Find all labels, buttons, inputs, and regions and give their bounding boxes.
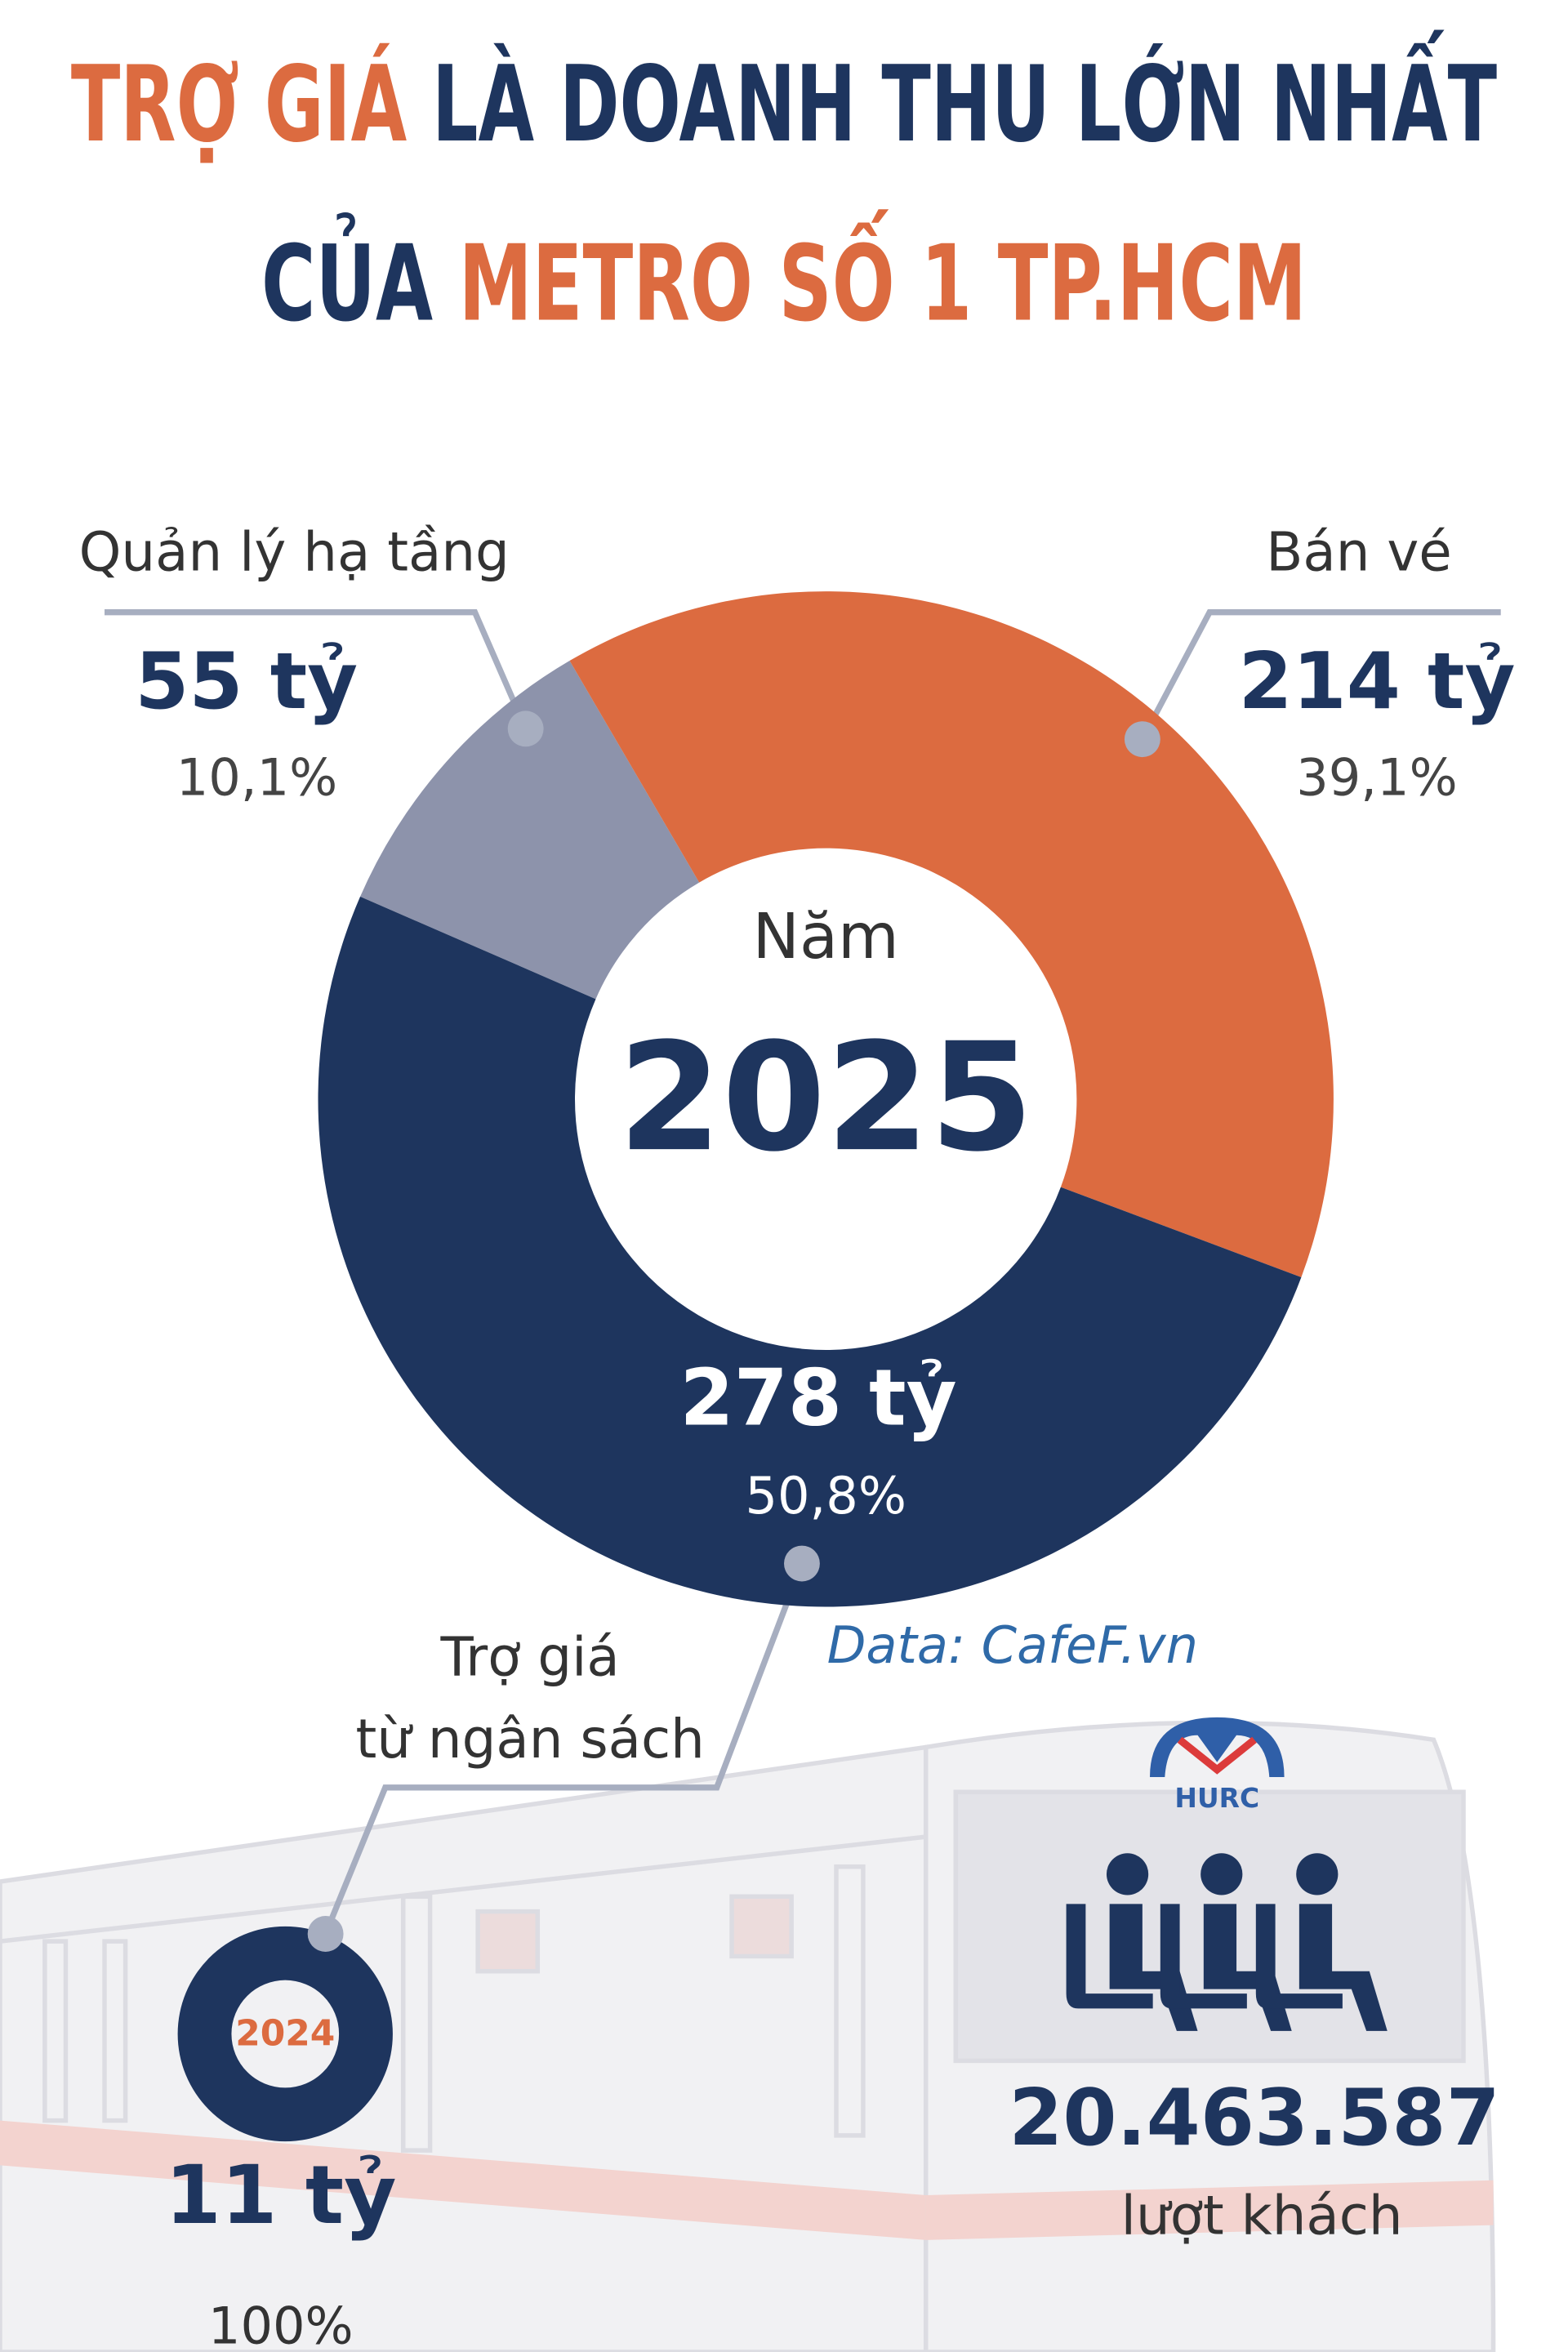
seat-icon [1200,1853,1243,1895]
value-label: 278 tỷ [680,1354,957,1444]
leader-dot [507,710,544,747]
percent-label: 50,8% [745,1466,906,1526]
value-label: 214 tỷ [1238,637,1515,727]
leader-dot [307,1916,344,1952]
center-label: Năm [753,901,899,973]
leader-lines [105,609,1501,1936]
center-value: 2024 [235,2012,335,2054]
percent-label: 39,1% [1296,747,1457,807]
logo-icon [1150,1717,1285,1777]
donut-slice [177,1926,393,2142]
category-label: Trợ giá từ ngân sách [355,1625,704,1771]
logo-text: HURC [1174,1782,1259,1814]
donut-slice [318,896,1302,1607]
title-part: LÀ DOANH THU LỚN NHẤT [407,29,1497,166]
seat-icon [1066,1904,1198,2031]
chart-title: TRỢ GIÁ LÀ DOANH THU LỚN NHẤT [71,29,1497,166]
value-label: 11 tỷ [165,2149,396,2243]
seat-icon [1255,1904,1388,2031]
chart-title: CỦA METRO SỐ 1 TP.HCM [261,209,1307,345]
category-label: Quản lý hạ tầng [79,520,510,583]
seat-icon [1160,1904,1292,2031]
title-part: CỦA [261,212,433,345]
percent-label: 10,1% [176,747,337,807]
center-value: 2025 [618,1011,1034,1185]
source: Data: CafeF.vn [827,1615,1198,1675]
title-part: METRO SỐ 1 TP.HCM [433,209,1307,345]
donut-slice [360,661,700,1000]
title-part: TRỢ GIÁ [71,43,407,166]
passenger-count: 20.463.587 [1009,2074,1499,2163]
seat-icon [1296,1853,1339,1895]
logo-accent [1177,1736,1257,1775]
leader-dot [784,1545,820,1582]
seat-icon [1106,1853,1149,1895]
leader-dot [1124,721,1160,758]
value-label: 55 tỷ [135,637,358,727]
category-label: Bán vé [1266,520,1452,583]
train-background [0,1720,1496,2352]
passenger-label: lượt khách [1121,2184,1403,2247]
percent-label: 100% [208,2296,354,2352]
donut-slice [569,591,1334,1277]
